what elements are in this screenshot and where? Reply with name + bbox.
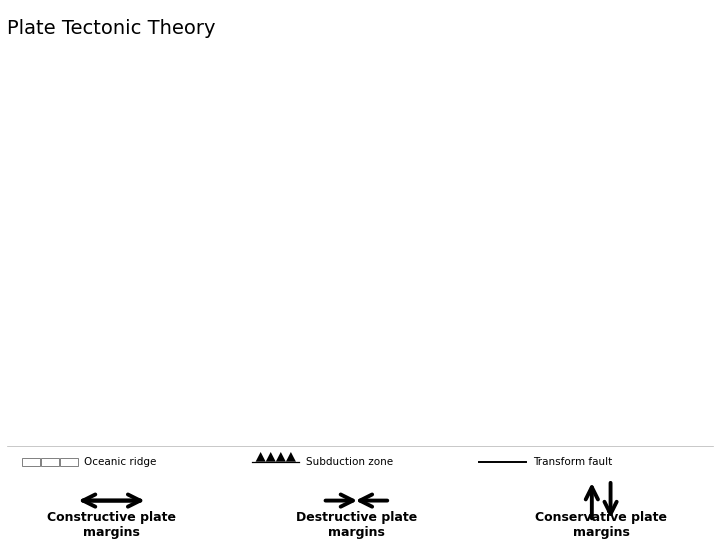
- Text: Destructive plate
margins: Destructive plate margins: [296, 511, 417, 539]
- Text: Constructive plate
margins: Constructive plate margins: [47, 511, 176, 539]
- Text: Transform fault: Transform fault: [533, 457, 612, 467]
- Text: Oceanic ridge: Oceanic ridge: [84, 457, 156, 467]
- Polygon shape: [256, 452, 266, 462]
- Text: Plate Tectonic Theory: Plate Tectonic Theory: [7, 19, 216, 38]
- Text: Conservative plate
margins: Conservative plate margins: [535, 511, 667, 539]
- Polygon shape: [276, 452, 286, 462]
- Polygon shape: [266, 452, 276, 462]
- Text: Subduction zone: Subduction zone: [306, 457, 393, 467]
- Polygon shape: [286, 452, 296, 462]
